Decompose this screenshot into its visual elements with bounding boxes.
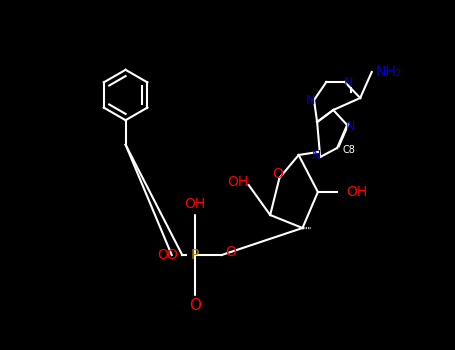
Text: P: P <box>191 248 199 262</box>
Text: OH: OH <box>228 175 249 189</box>
Text: O: O <box>157 248 168 262</box>
Text: NH₂: NH₂ <box>375 65 401 79</box>
Text: O: O <box>225 245 236 259</box>
Text: OH: OH <box>346 185 367 199</box>
Text: O: O <box>189 298 201 313</box>
Text: O: O <box>166 248 177 262</box>
Text: """: """ <box>300 227 312 236</box>
Text: O: O <box>272 168 283 182</box>
Text: N: N <box>344 76 353 89</box>
Text: C8: C8 <box>342 145 355 155</box>
Text: N: N <box>346 120 355 133</box>
Text: OH: OH <box>184 197 206 211</box>
Text: N: N <box>306 93 315 106</box>
Text: N: N <box>312 149 321 162</box>
